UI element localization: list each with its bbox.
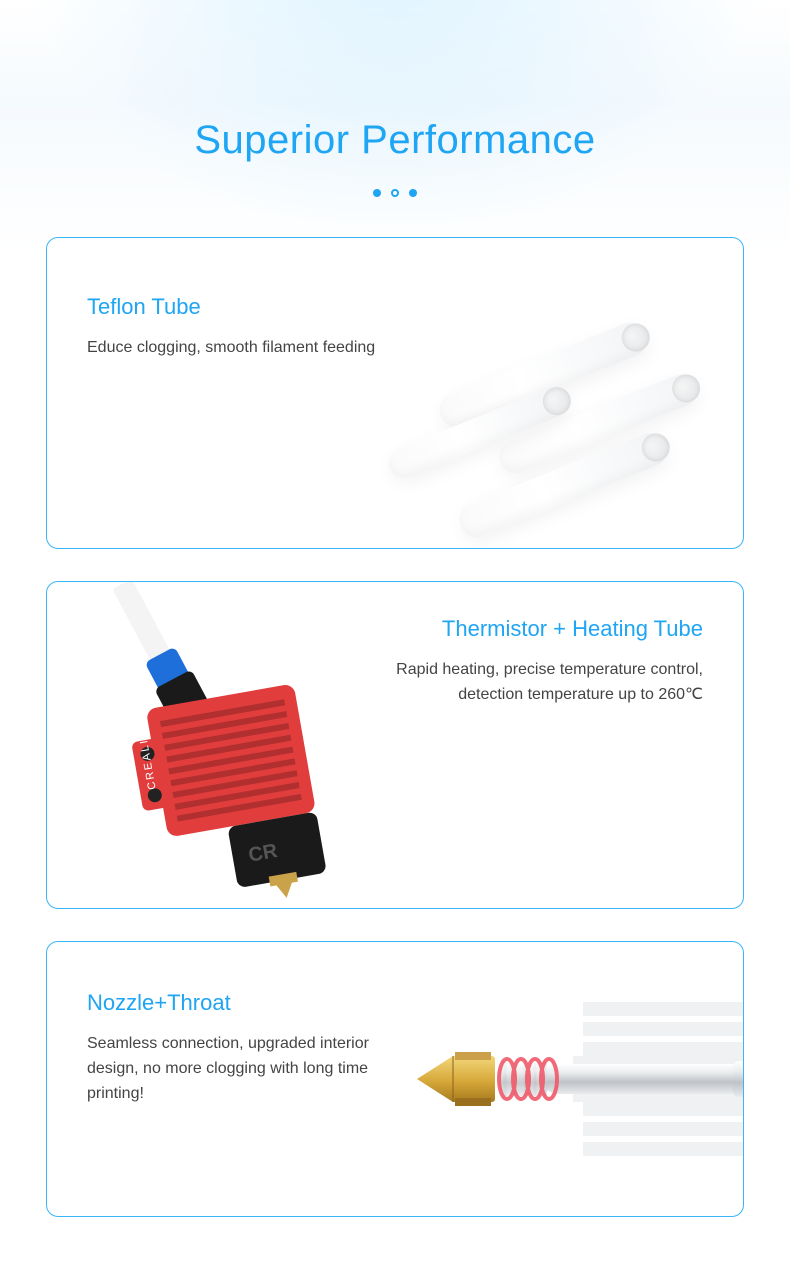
- feature-cards: Teflon Tube Educe clogging, smooth filam…: [46, 237, 744, 1217]
- page-title: Superior Performance: [0, 118, 790, 163]
- nozzle-throat-illustration: [373, 984, 744, 1174]
- feature-textblock: Thermistor + Heating Tube Rapid heating,…: [347, 616, 703, 708]
- dot-ring-icon: [391, 189, 399, 197]
- feature-card-thermistor: CREALITY CR Thermistor + Heating Tube Ra…: [46, 581, 744, 909]
- decor-dots: [0, 189, 790, 197]
- feature-card-teflon: Teflon Tube Educe clogging, smooth filam…: [46, 237, 744, 549]
- feature-title: Thermistor + Heating Tube: [347, 616, 703, 642]
- teflon-tubes-illustration: [363, 348, 723, 548]
- dot-icon: [409, 189, 417, 197]
- dot-icon: [373, 189, 381, 197]
- hotend-illustration: CREALITY CR: [77, 581, 337, 909]
- feature-card-nozzle: Nozzle+Throat Seamless connection, upgra…: [46, 941, 744, 1217]
- page-header: Superior Performance: [0, 0, 790, 197]
- feature-desc: Rapid heating, precise temperature contr…: [347, 658, 703, 708]
- feature-desc: Seamless connection, upgraded interior d…: [87, 1032, 397, 1106]
- feature-title: Teflon Tube: [87, 294, 703, 320]
